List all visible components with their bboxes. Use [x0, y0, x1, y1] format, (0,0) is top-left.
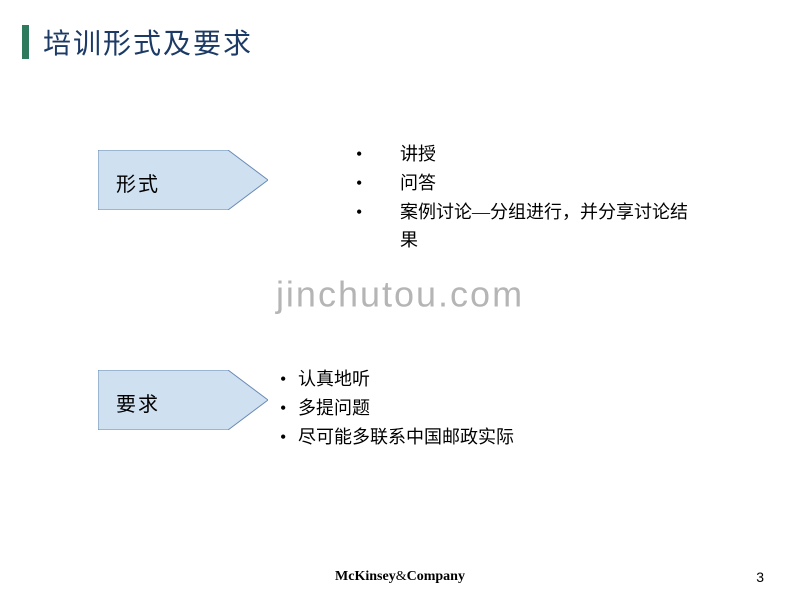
title-row: 培训形式及要求 — [22, 22, 253, 62]
bullet-text: 问答 — [400, 169, 700, 198]
list-item: • 讲授 — [350, 140, 700, 169]
bullet-icon: • — [280, 394, 298, 423]
list-item: • 认真地听 — [280, 365, 640, 394]
arrow-shape-format: 形式 — [98, 150, 268, 210]
list-item: • 问答 — [350, 169, 700, 198]
footer-logo: McKinsey&Company — [0, 569, 800, 585]
footer-left: McKinsey — [335, 569, 396, 584]
bullets-format: • 讲授 • 问答 • 案例讨论—分组进行，并分享讨论结果 — [350, 140, 700, 255]
bullet-icon: • — [280, 365, 298, 394]
bullet-text: 尽可能多联系中国邮政实际 — [298, 423, 514, 452]
bullet-icon: • — [350, 169, 400, 198]
watermark-text: jinchutou.com — [276, 273, 524, 315]
bullet-text: 认真地听 — [298, 365, 370, 394]
bullets-requirement: • 认真地听 • 多提问题 • 尽可能多联系中国邮政实际 — [280, 365, 640, 451]
footer-right: Company — [407, 569, 465, 584]
bullet-text: 多提问题 — [298, 394, 370, 423]
page-number: 3 — [756, 569, 764, 585]
bullet-text: 案例讨论—分组进行，并分享讨论结果 — [400, 198, 700, 256]
slide: 培训形式及要求 形式 • 讲授 • 问答 • 案例讨论—分组进行，并分享讨论结果… — [0, 0, 800, 601]
list-item: • 尽可能多联系中国邮政实际 — [280, 423, 640, 452]
bullet-icon: • — [350, 140, 400, 169]
bullet-icon: • — [280, 423, 298, 452]
list-item: • 多提问题 — [280, 394, 640, 423]
bullet-text: 讲授 — [400, 140, 700, 169]
arrow-label-requirement: 要求 — [116, 388, 160, 417]
accent-bar — [22, 25, 29, 59]
list-item: • 案例讨论—分组进行，并分享讨论结果 — [350, 198, 700, 256]
slide-title: 培训形式及要求 — [43, 22, 253, 62]
arrow-label-format: 形式 — [116, 168, 160, 197]
ampersand-icon: & — [396, 569, 407, 584]
arrow-shape-requirement: 要求 — [98, 370, 268, 430]
bullet-icon: • — [350, 198, 400, 256]
